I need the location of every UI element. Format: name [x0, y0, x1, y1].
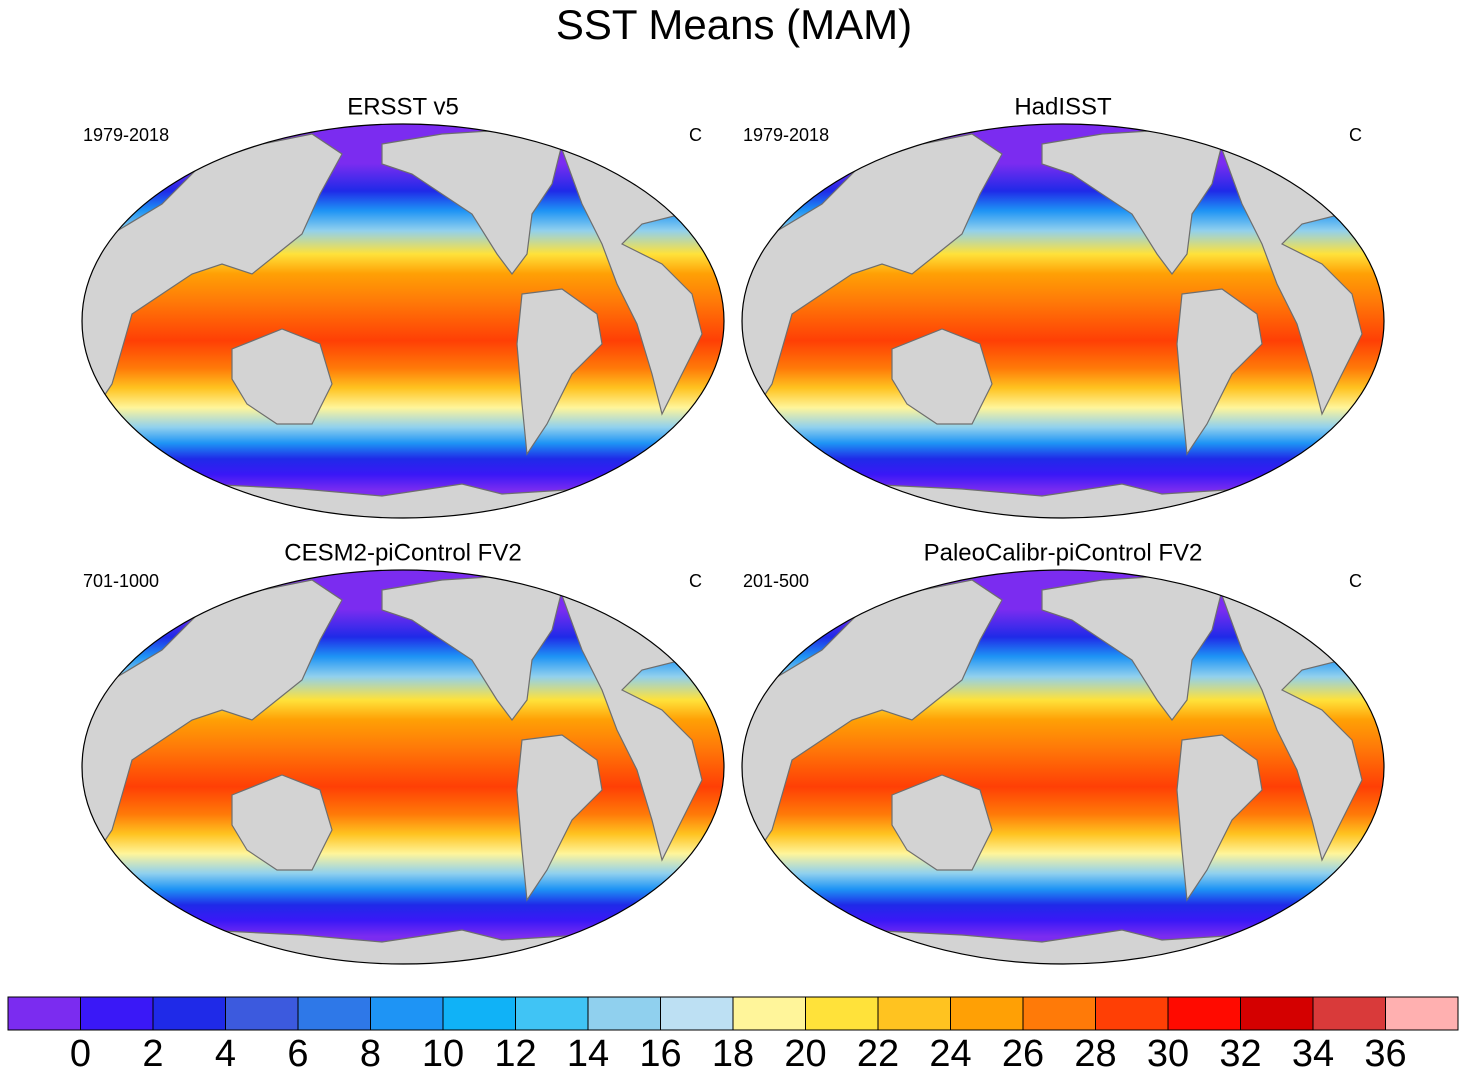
colorbar-box [370, 996, 444, 1031]
colorbar-label: 36 [1364, 1033, 1406, 1075]
colorbar-box [1167, 996, 1241, 1031]
colorbar-label: 24 [929, 1033, 971, 1075]
figure-title: SST Means (MAM) [556, 1, 912, 48]
panel-units: C [1349, 125, 1362, 145]
colorbar-box [587, 996, 661, 1031]
colorbar-box [7, 996, 81, 1031]
map-panel [82, 124, 724, 518]
colorbar-label: 26 [1002, 1033, 1044, 1075]
colorbar-box [877, 996, 951, 1031]
colorbar-label: 4 [215, 1033, 236, 1075]
colorbar-label: 6 [287, 1033, 308, 1075]
land [891, 328, 993, 425]
colorbar-box [1095, 996, 1169, 1031]
colorbar-label: 0 [70, 1033, 91, 1075]
colorbar-label: 16 [639, 1033, 681, 1075]
colorbar-label: 18 [712, 1033, 754, 1075]
colorbar-label: 32 [1219, 1033, 1261, 1075]
panel-period: 201-500 [743, 571, 809, 591]
panel-title: PaleoCalibr-piControl FV2 [924, 539, 1203, 566]
colorbar-label: 2 [142, 1033, 163, 1075]
land [891, 774, 993, 871]
panel-units: C [689, 571, 702, 591]
panel-period: 1979-2018 [743, 125, 829, 145]
colorbar-box [1022, 996, 1096, 1031]
land [1176, 734, 1263, 902]
colorbar-box [152, 996, 226, 1031]
colorbar-label: 12 [494, 1033, 536, 1075]
map-panel [742, 124, 1384, 518]
panel-period: 1979-2018 [83, 125, 169, 145]
panel-units: C [1349, 571, 1362, 591]
colorbar-box [660, 996, 734, 1031]
map-border [741, 123, 1385, 519]
panel-title: CESM2-piControl FV2 [284, 539, 521, 566]
land [516, 288, 603, 456]
colorbar-label: 30 [1147, 1033, 1189, 1075]
panel-title: ERSST v5 [347, 93, 459, 120]
map-border [81, 569, 725, 965]
map-border [81, 123, 725, 519]
panel-units: C [689, 125, 702, 145]
map-panel [742, 570, 1384, 964]
colorbar-box [1240, 996, 1314, 1031]
colorbar-label: 8 [360, 1033, 381, 1075]
land [231, 774, 333, 871]
colorbar-label: 28 [1074, 1033, 1116, 1075]
colorbar-box [805, 996, 879, 1031]
map-border [741, 569, 1385, 965]
colorbar-label: 22 [857, 1033, 899, 1075]
land [516, 734, 603, 902]
colorbar-box [80, 996, 154, 1031]
colorbar-label: 20 [784, 1033, 826, 1075]
colorbar-box [225, 996, 299, 1031]
colorbar-label: 14 [567, 1033, 609, 1075]
map-panel [82, 570, 724, 964]
colorbar-box [732, 996, 806, 1031]
colorbar-box [1385, 996, 1459, 1031]
panel-period: 701-1000 [83, 571, 159, 591]
colorbar-box [1312, 996, 1386, 1031]
land [231, 328, 333, 425]
colorbar-label: 10 [422, 1033, 464, 1075]
panel-title: HadISST [1014, 93, 1112, 120]
colorbar-box [950, 996, 1024, 1031]
colorbar-box [297, 996, 371, 1031]
colorbar-box [515, 996, 589, 1031]
land [1176, 288, 1263, 456]
colorbar-label: 34 [1292, 1033, 1334, 1075]
colorbar-box [442, 996, 516, 1031]
